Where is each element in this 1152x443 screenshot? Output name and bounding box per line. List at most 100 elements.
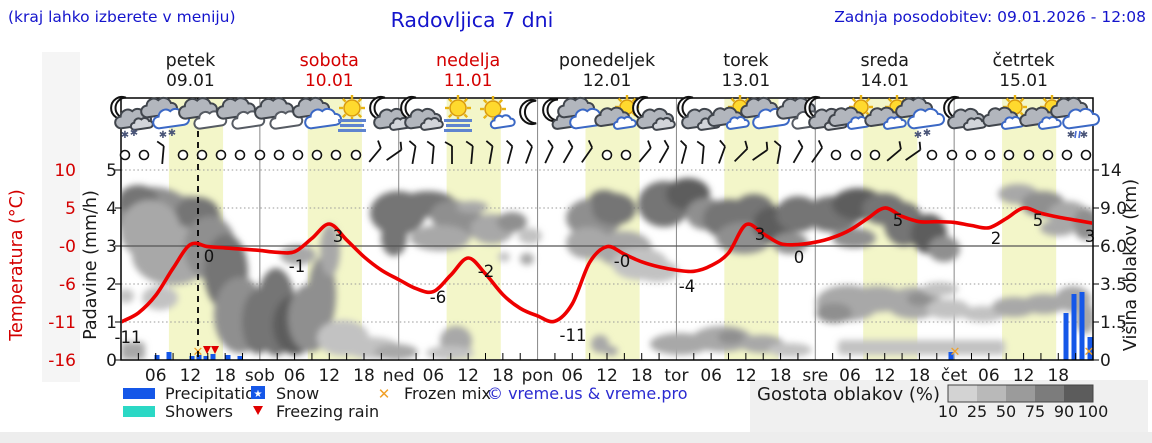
barb-flag xyxy=(156,140,165,147)
time-label: 12 xyxy=(874,366,896,386)
time-label: 06 xyxy=(561,366,583,386)
precip-bar xyxy=(210,354,216,360)
cloud-shape xyxy=(882,116,907,130)
wind-barb-icon xyxy=(905,141,922,161)
time-label: 18 xyxy=(1047,366,1069,386)
wind-calm-icon xyxy=(215,149,227,161)
barb-flag xyxy=(773,140,782,147)
cloud-blob xyxy=(520,253,534,265)
wind-barb-icon xyxy=(485,140,494,165)
cloud-blob xyxy=(816,303,852,323)
barb-shaft xyxy=(733,147,749,163)
precip-bar xyxy=(225,355,231,360)
cloud-blob xyxy=(1075,302,1092,334)
time-label: 12 xyxy=(318,366,340,386)
cloud-scale-tick-label: 100 xyxy=(1078,402,1109,421)
sun-icon xyxy=(449,99,467,117)
temperature-annotation: -0 xyxy=(614,252,630,271)
precip-bar xyxy=(1087,337,1093,360)
barb-shaft xyxy=(680,146,688,164)
cloud-density-label: Gostota oblakov (%) xyxy=(757,384,940,405)
moon-icon xyxy=(519,99,537,125)
cloud-shape xyxy=(419,117,444,131)
sun-ray xyxy=(851,97,857,103)
sun-ray xyxy=(887,97,893,103)
time-label: 18 xyxy=(353,366,375,386)
barb-shaft xyxy=(386,149,402,161)
wind-barb-icon xyxy=(444,141,453,164)
fog-band xyxy=(838,340,1005,355)
wind-barb-icon xyxy=(773,140,782,165)
precip-tick-label: 2 xyxy=(106,275,117,295)
cloud-blob xyxy=(320,224,340,276)
svg-text:★: ★ xyxy=(254,389,263,400)
day-abbr-label: sre xyxy=(802,366,828,386)
cloud-scale-segment xyxy=(1064,385,1093,402)
copyright-link[interactable]: © vreme.us & vreme.pro xyxy=(487,384,688,403)
weather-icon-sun-fog xyxy=(338,95,366,132)
freezing-rain-marker xyxy=(211,346,219,354)
fog-band xyxy=(122,342,145,359)
wind-calm-icon xyxy=(1023,149,1035,161)
snow-mark: ✱ xyxy=(923,128,931,139)
cloud-scale-tick-label: 50 xyxy=(996,402,1016,421)
barb-shaft xyxy=(431,145,435,165)
fog-line xyxy=(444,119,472,122)
day-abbr-label: čet xyxy=(941,366,968,386)
cloud-density-field xyxy=(122,178,1092,359)
cloud-scale-border xyxy=(947,384,1094,403)
barb-shaft xyxy=(638,147,652,163)
wind-calm-icon xyxy=(984,149,996,161)
wind-calm-icon xyxy=(946,149,958,161)
barb-shaft xyxy=(792,146,804,164)
sun-icon xyxy=(343,99,361,117)
barb-flag xyxy=(465,140,474,147)
cloud-shape xyxy=(725,116,750,130)
cloud-blob xyxy=(426,346,474,359)
wind-calm-icon xyxy=(177,149,189,161)
wind-calm-icon xyxy=(119,149,131,161)
barb-shaft xyxy=(411,145,417,165)
barb-shaft xyxy=(752,149,768,161)
cloud-scale-tick-label: 75 xyxy=(1025,402,1045,421)
bottom-strip xyxy=(0,432,1152,443)
barb-shaft xyxy=(581,147,593,163)
barb-flag xyxy=(797,139,804,148)
barb-flag xyxy=(744,140,749,149)
weather-icon-clouds-blue: ✱ ✱ xyxy=(895,96,946,141)
temperature-annotation: -1 xyxy=(289,257,305,276)
wind-calm-icon xyxy=(234,149,246,161)
sun-ray xyxy=(1019,97,1025,103)
cloud-shape xyxy=(489,114,516,130)
temperature-tick-label: 5 xyxy=(65,199,76,219)
sun-ray xyxy=(357,113,363,119)
day-date: 12.01 xyxy=(583,71,632,91)
time-label: 18 xyxy=(770,366,792,386)
weather-icon-sun-cloud xyxy=(982,95,1027,130)
cloudheight-tick-label: 1.5 xyxy=(1100,313,1127,333)
weather-icon-clouds-blue xyxy=(292,96,343,130)
wind-calm-icon xyxy=(850,149,862,161)
snow-mark: ✱ xyxy=(914,130,922,141)
temperature-tick-label: -11 xyxy=(48,313,76,333)
barb-flag xyxy=(679,139,687,147)
wind-barb-icon xyxy=(505,139,514,164)
wind-calm-icon xyxy=(350,149,362,161)
showers-label: Showers xyxy=(165,402,233,421)
frozen-mix-icon: ✕ xyxy=(378,385,391,403)
sun-ray xyxy=(744,97,750,103)
wind-barb-icon xyxy=(658,139,670,164)
day-name: sreda xyxy=(860,51,909,71)
cloudheight-tick-label: 0 xyxy=(1100,351,1111,371)
cloud-blob xyxy=(635,260,679,282)
cloud-blob xyxy=(922,282,958,296)
cloud-blob xyxy=(832,228,876,248)
wind-calm-icon xyxy=(1080,149,1092,161)
temperature-curve xyxy=(122,206,1092,324)
wind-calm-icon xyxy=(601,149,613,161)
day-date: 11.01 xyxy=(444,71,493,91)
precip-axis-label: Padavine (mm/h) xyxy=(81,190,101,340)
fog-line xyxy=(444,129,472,132)
sleet-rain-mark xyxy=(1074,130,1077,139)
precip-tick-label: 4 xyxy=(106,199,117,219)
